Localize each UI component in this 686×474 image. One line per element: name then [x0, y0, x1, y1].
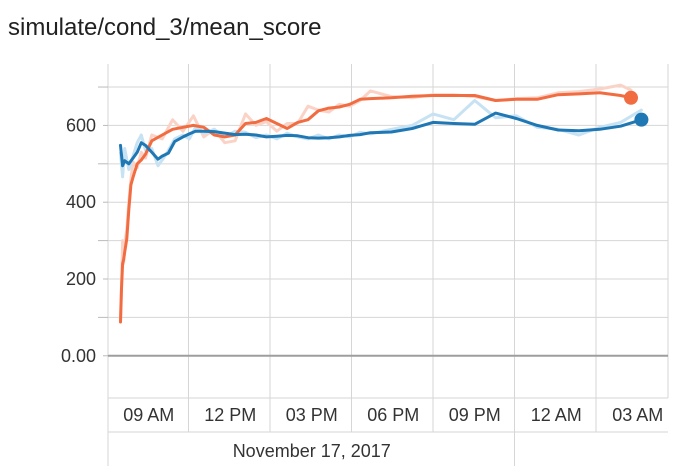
y-tick-label: 0.00 [61, 346, 96, 366]
x-tick-label: 09 AM [123, 405, 174, 425]
series-line-0 [119, 91, 633, 324]
x-tick-label: 06 PM [367, 405, 419, 425]
tick-labels: 0.00 200 400 600 09 AM 12 PM 03 PM 06 PM 09 PM 12… [61, 115, 663, 461]
series-raw-line-1 [119, 99, 643, 179]
x-tick-label: 03 AM [612, 405, 663, 425]
y-tick-label: 600 [66, 115, 96, 135]
x-tick-label: 03 PM [286, 405, 338, 425]
y-tick-label: 400 [66, 192, 96, 212]
axes [98, 86, 668, 466]
series-line-1 [119, 111, 643, 168]
grid [107, 64, 669, 466]
series-end-marker-0 [623, 90, 638, 105]
x-date-label: November 17, 2017 [233, 441, 391, 461]
x-tick-label: 12 PM [204, 405, 256, 425]
series-end-marker-1 [634, 112, 649, 127]
x-tick-label: 09 PM [449, 405, 501, 425]
series-layer [119, 83, 649, 324]
y-tick-label: 200 [66, 269, 96, 289]
x-tick-label: 12 AM [531, 405, 582, 425]
chart-title: simulate/cond_3/mean_score [8, 14, 322, 41]
